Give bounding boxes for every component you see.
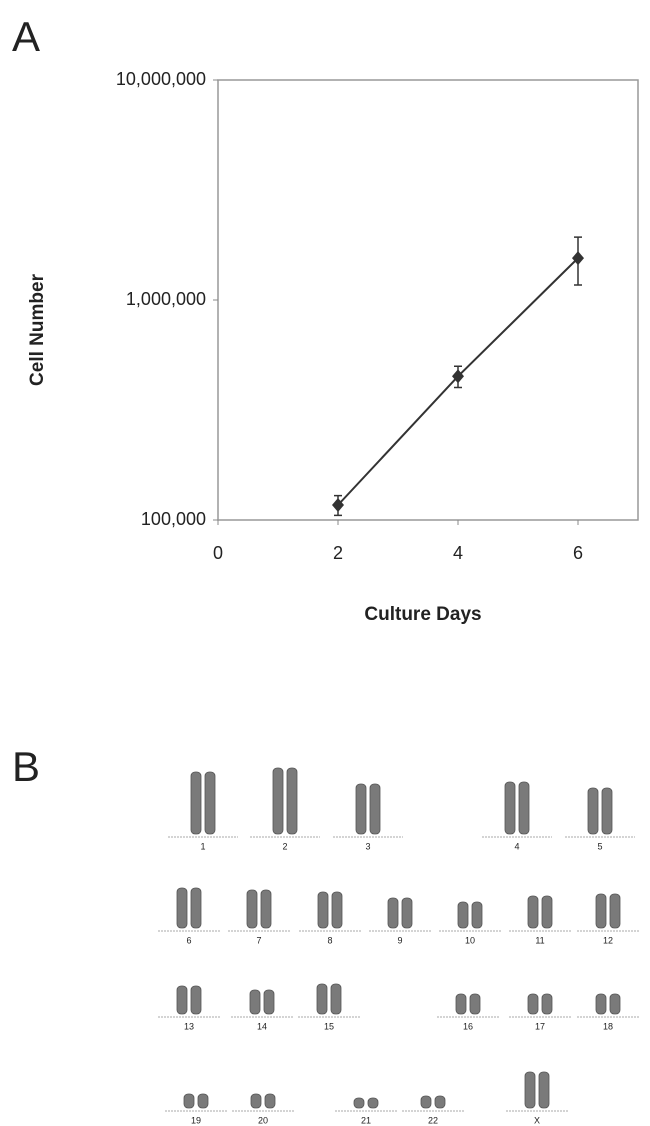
chromosome	[249, 989, 261, 1015]
chromosome-label: 6	[186, 935, 191, 945]
chromosome	[272, 767, 284, 835]
chromosome	[260, 889, 272, 929]
marker	[452, 369, 464, 384]
chromosome	[471, 901, 483, 929]
chromosome-label: 16	[463, 1021, 473, 1031]
chromosome	[595, 893, 607, 929]
chromosome	[190, 985, 202, 1015]
chromosome	[316, 983, 328, 1015]
plot-frame	[217, 79, 639, 521]
chromosome	[369, 783, 381, 835]
chromosome	[541, 993, 553, 1015]
chromosome	[587, 787, 599, 835]
chromosome	[541, 895, 553, 929]
chromosome	[457, 901, 469, 929]
chromosome	[387, 897, 399, 929]
chromosome	[183, 1093, 195, 1109]
chromosome	[609, 993, 621, 1015]
marker	[332, 497, 344, 512]
chromosome	[401, 897, 413, 929]
panel-label: A	[12, 13, 40, 60]
chromosome	[455, 993, 467, 1015]
chromosome	[176, 985, 188, 1015]
chromosome	[595, 993, 607, 1015]
chromosome	[538, 1071, 550, 1109]
y-tick-label: 1,000,000	[126, 289, 206, 309]
chromosome	[609, 893, 621, 929]
x-tick-label: 4	[453, 543, 463, 563]
chromosome	[353, 1097, 365, 1109]
chromosome-label: 7	[256, 935, 261, 945]
x-tick-label: 0	[213, 543, 223, 563]
chromosome	[330, 983, 342, 1015]
chromosome	[263, 989, 275, 1015]
chromosome	[190, 887, 202, 929]
chromosome-label: 3	[365, 841, 370, 851]
chromosome	[601, 787, 613, 835]
chromosome	[504, 781, 516, 835]
chromosome	[420, 1095, 432, 1109]
x-tick-label: 6	[573, 543, 583, 563]
chromosome-label: 15	[324, 1021, 334, 1031]
chromosome	[331, 891, 343, 929]
chromosome-label: 1	[200, 841, 205, 851]
chromosome-label: 12	[603, 935, 613, 945]
chromosome	[524, 1071, 536, 1109]
chromosome	[518, 781, 530, 835]
chromosome	[286, 767, 298, 835]
marker	[572, 251, 584, 266]
chromosome	[527, 895, 539, 929]
chromosome-label: 4	[514, 841, 519, 851]
x-axis-title: Culture Days	[364, 604, 481, 625]
chromosome-label: 2	[282, 841, 287, 851]
chromosome-label: 11	[535, 935, 544, 945]
chromosome-label: 10	[465, 935, 475, 945]
chromosome	[190, 771, 202, 835]
chromosome	[250, 1093, 262, 1109]
y-tick-label: 100,000	[141, 509, 206, 529]
chromosome	[527, 993, 539, 1015]
chromosome-label: 9	[397, 935, 402, 945]
chromosome	[434, 1095, 446, 1109]
chromosome	[367, 1097, 379, 1109]
x-tick-label: 2	[333, 543, 343, 563]
chromosome-label: 20	[258, 1115, 268, 1125]
y-axis-title: Cell Number	[27, 273, 48, 386]
chromosome	[197, 1093, 209, 1109]
chromosome-label: 13	[184, 1021, 194, 1031]
chromosome-label: 18	[603, 1021, 613, 1031]
chromosome	[355, 783, 367, 835]
chromosome-label: 5	[597, 841, 602, 851]
chromosome-label: 22	[428, 1115, 438, 1125]
chromosome	[176, 887, 188, 929]
chromosome	[204, 771, 216, 835]
chromosome	[317, 891, 329, 929]
chromosome-label: 8	[327, 935, 332, 945]
chromosome-label: 17	[535, 1021, 545, 1031]
chromosome-label: 21	[361, 1115, 371, 1125]
chromosome	[469, 993, 481, 1015]
panel-label: B	[12, 743, 40, 790]
chromosome-label: 14	[257, 1021, 267, 1031]
chromosome	[264, 1093, 276, 1109]
y-tick-label: 10,000,000	[116, 69, 206, 89]
chromosome	[246, 889, 258, 929]
chromosome-label: 19	[191, 1115, 201, 1125]
chromosome-label: X	[534, 1115, 540, 1125]
